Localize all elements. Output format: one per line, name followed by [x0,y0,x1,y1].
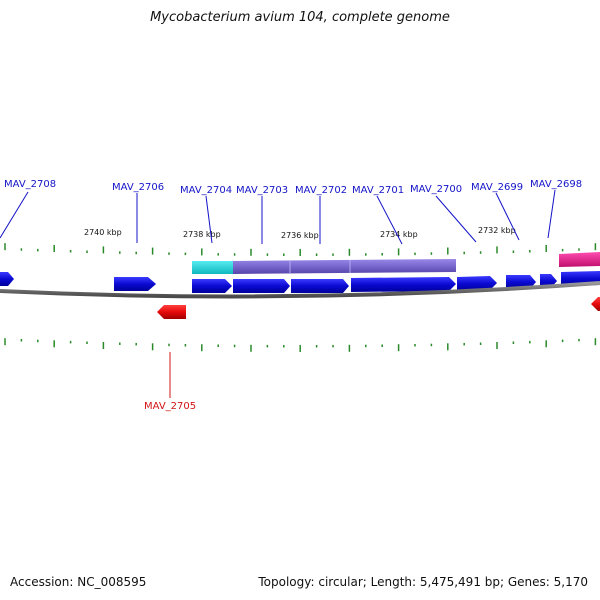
leader-mav-2700 [435,195,477,243]
gene-label-mav-2702[interactable]: MAV_2702 [295,185,347,196]
accession-text: Accession: NC_008595 [10,575,147,589]
gene-label-mav-2704[interactable]: MAV_2704 [180,185,232,196]
ruler-label-2736: 2736 kbp [281,231,319,240]
reverse-gene-track [157,297,600,319]
gene-label-mav-2703[interactable]: MAV_2703 [236,185,288,196]
map-title: Mycobacterium avium 104, complete genome [150,10,450,25]
gene-label-mav-2705[interactable]: MAV_2705 [144,401,196,412]
gene-arrow-mav-2706[interactable] [114,277,156,291]
leader-mav-2698 [547,189,556,239]
ruler-label-2732: 2732 kbp [478,226,516,235]
genome-summary-text: Topology: circular; Length: 5,475,491 bp… [258,575,588,589]
leader-mav-2701 [376,195,403,245]
inner-tick-track [4,338,597,352]
gene-label-mav-2708[interactable]: MAV_2708 [4,179,56,190]
gene-arrow-mav-2701[interactable] [351,277,456,292]
gene-label-mav-2701[interactable]: MAV_2701 [352,185,404,196]
gene-arrow-mav-2699[interactable] [506,275,536,289]
gene-arrow-mav-2703[interactable] [233,279,290,293]
outer-tick-track [4,243,597,256]
gene-label-mav-2698[interactable]: MAV_2698 [530,179,582,190]
leader-mav-2708 [0,191,29,239]
feature-cyan[interactable] [192,261,233,274]
gene-arrow-mav-2704[interactable] [192,279,232,293]
feature-purple[interactable] [233,259,456,274]
forward-gene-track [0,271,600,293]
ruler-label-2738: 2738 kbp [183,230,221,239]
gene-label-mav-2706[interactable]: MAV_2706 [112,182,164,193]
genome-backbone [0,281,600,299]
ruler-label-2734: 2734 kbp [380,230,418,239]
gene-label-mav-2699[interactable]: MAV_2699 [471,182,523,193]
gene-arrow-mav-2700[interactable] [457,276,497,291]
gene-arrow-mav-2702[interactable] [291,279,349,293]
gene-label-mav-2700[interactable]: MAV_2700 [410,184,462,195]
label-leader-lines [0,189,556,245]
feature-pink[interactable] [559,252,600,267]
leader-mav-2704 [205,195,213,244]
ruler-label-2740: 2740 kbp [84,228,122,237]
gene-arrow-reverse-edge[interactable] [591,297,600,311]
gene-arrow-mav-2709[interactable] [0,272,14,286]
gene-arrow-mav-2705[interactable] [157,305,186,319]
leader-mav-2699 [495,192,520,241]
